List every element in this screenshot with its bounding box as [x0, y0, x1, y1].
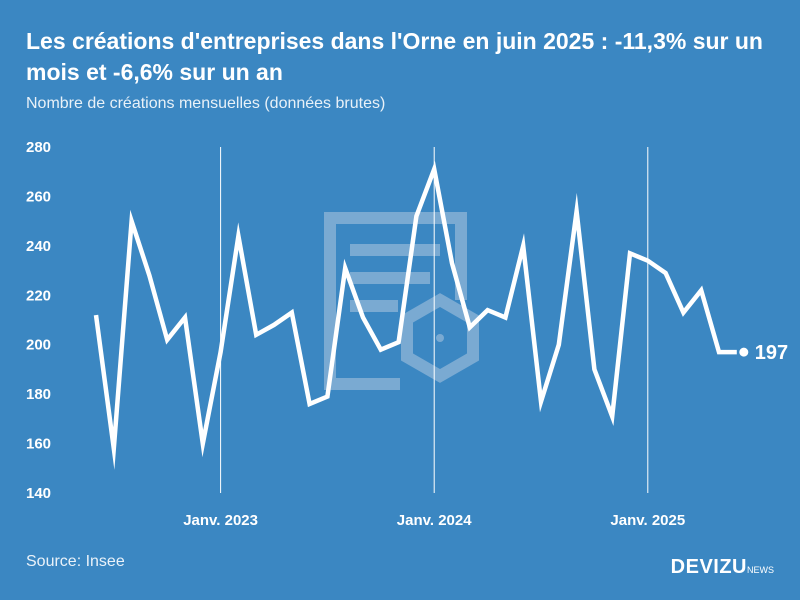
y-tick-label: 140 — [26, 485, 51, 502]
brand-suffix: NEWS — [747, 565, 774, 575]
chart-title: Les créations d'entreprises dans l'Orne … — [26, 28, 763, 85]
x-tick-label: Janv. 2023 — [183, 512, 258, 529]
brand-logo: DEVIZUNEWS — [671, 556, 774, 579]
source-note: Source: Insee — [26, 553, 125, 570]
x-tick-label: Janv. 2025 — [610, 512, 685, 529]
brand-name: DEVIZU — [670, 556, 747, 578]
last-point-marker — [739, 347, 749, 357]
y-tick-label: 180 — [26, 386, 51, 403]
y-tick-label: 200 — [26, 337, 51, 354]
y-tick-label: 160 — [26, 436, 51, 453]
x-tick-label: Janv. 2024 — [397, 512, 472, 529]
chart-subtitle: Nombre de créations mensuelles (données … — [26, 95, 386, 112]
y-tick-label: 280 — [26, 139, 51, 156]
y-tick-label: 220 — [26, 287, 51, 304]
y-tick-label: 240 — [26, 238, 51, 255]
watermark-document-icon — [324, 212, 479, 390]
series-line — [93, 160, 737, 470]
last-value-label: 197 — [755, 342, 788, 364]
y-tick-label: 260 — [26, 188, 51, 205]
